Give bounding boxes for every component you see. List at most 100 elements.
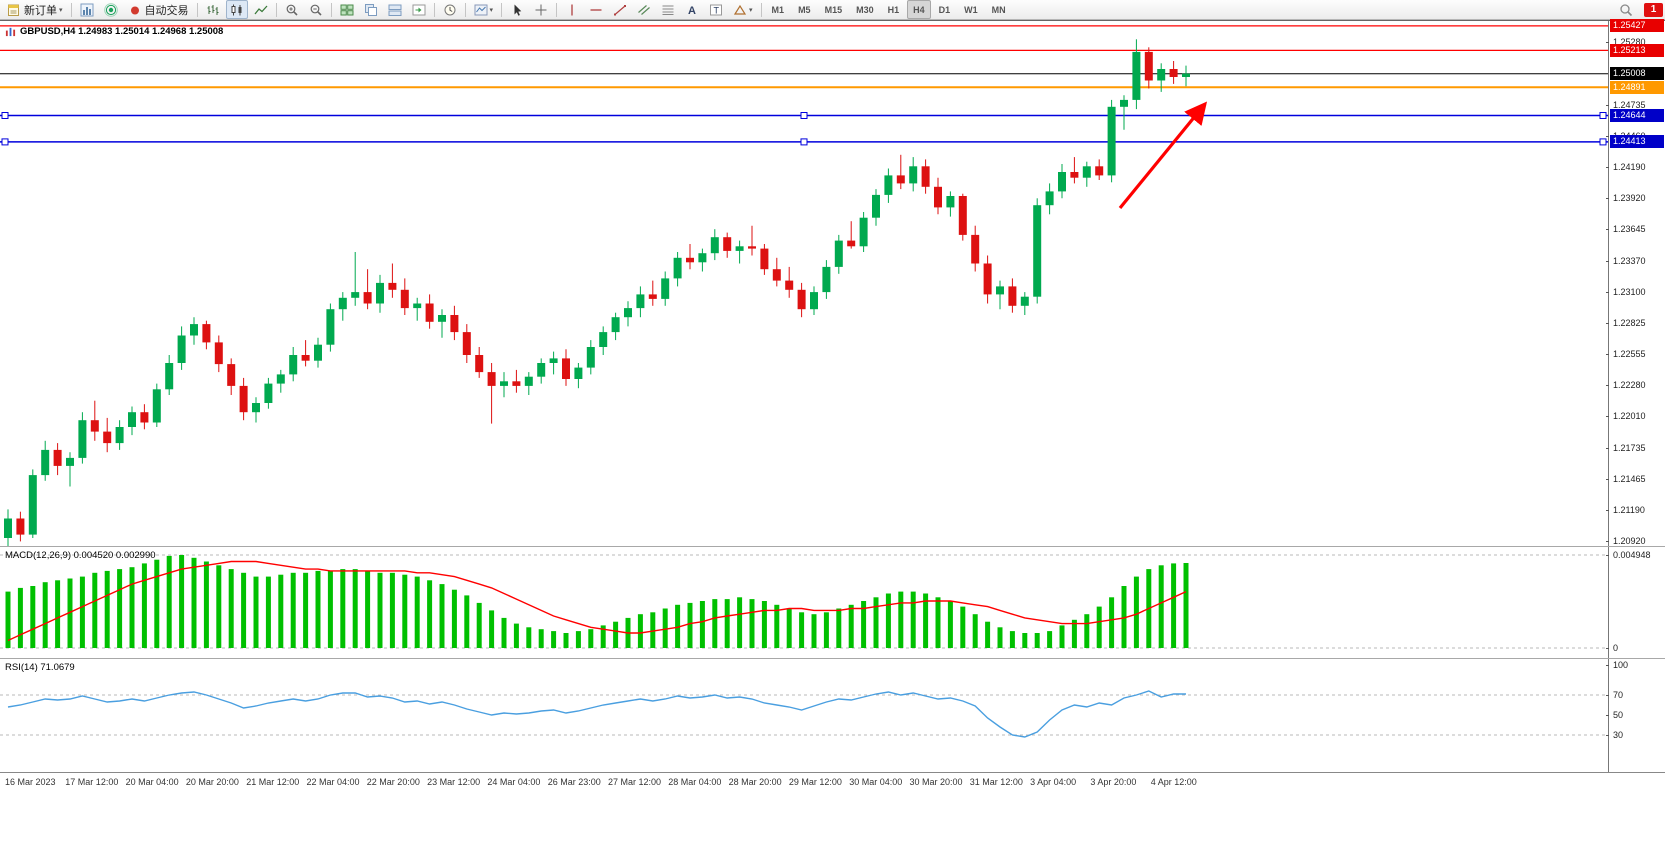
period-clock-button[interactable] (439, 0, 461, 19)
candle (896, 154, 905, 190)
tf-h1-button[interactable]: H1 (882, 0, 906, 19)
candlestick-chart-button[interactable] (225, 0, 248, 19)
price-tick-label: 1.22825 (1606, 317, 1664, 330)
horizontal-line-button[interactable] (585, 0, 607, 19)
price-tick-label: 1.22280 (1606, 379, 1664, 392)
crosshair-button[interactable] (530, 0, 552, 19)
tiles-icon (340, 3, 354, 17)
tile-windows-button[interactable] (336, 0, 358, 19)
macd-histogram-bar (985, 621, 991, 648)
toolbar-separator (275, 2, 277, 17)
macd-histogram-bar (749, 599, 755, 648)
price-tick-label: 1.23920 (1606, 192, 1664, 205)
tf-m1-button[interactable]: M1 (766, 0, 791, 19)
tf-m30-button[interactable]: M30 (850, 0, 880, 19)
cursor-icon (510, 3, 524, 17)
rsi-axis[interactable]: 100 70 50 30 (1606, 659, 1665, 772)
tf-m5-button[interactable]: M5 (792, 0, 817, 19)
signals-button[interactable] (100, 0, 122, 19)
zoom-in-button[interactable] (281, 0, 303, 19)
macd-histogram-bar (228, 569, 234, 648)
candle (772, 257, 781, 287)
template-icon (474, 3, 488, 17)
macd-histogram-bar (79, 576, 85, 648)
new-order-button[interactable]: 新订单 ▾ (3, 0, 67, 19)
trendline-button[interactable] (609, 0, 631, 19)
zoom-out-button[interactable] (305, 0, 327, 19)
cascade-windows-button[interactable] (360, 0, 382, 19)
price-tick-label: 1.22010 (1606, 410, 1664, 423)
tf-mn-button[interactable]: MN (986, 0, 1012, 19)
candle (4, 509, 12, 546)
candle (450, 305, 459, 341)
fibonacci-button[interactable] (657, 0, 679, 19)
templates-button[interactable]: ▾ (470, 0, 498, 19)
zoom-out-icon (309, 3, 323, 17)
candle (425, 294, 434, 329)
candle (698, 248, 707, 272)
macd-histogram-bar (935, 597, 941, 648)
time-axis-label: 31 Mar 12:00 (969, 777, 1023, 787)
candle (140, 404, 149, 430)
time-axis[interactable]: 16 Mar 2023 17 Mar 12:00 20 Mar 04:00 20 Ma… (0, 772, 1665, 792)
macd-histogram-bar (675, 604, 681, 648)
tf-mn-button-label: MN (991, 4, 1006, 15)
candle (524, 372, 533, 395)
candle (586, 340, 595, 375)
candle (934, 177, 942, 215)
macd-histogram-bar (241, 572, 247, 648)
candle (252, 397, 260, 423)
macd-chart[interactable] (0, 547, 1608, 658)
candle (1157, 63, 1166, 92)
price-chart[interactable] (0, 21, 1608, 546)
tf-d1-button[interactable]: D1 (933, 0, 957, 19)
bar-chart-button[interactable] (202, 0, 224, 19)
price-tick-label: 1.24190 (1606, 161, 1664, 174)
tf-m15-button[interactable]: M15 (819, 0, 849, 19)
macd-histogram-bar (1059, 625, 1065, 648)
cursor-button[interactable] (506, 0, 528, 19)
macd-histogram-bar (191, 557, 197, 648)
data-window-button[interactable] (76, 0, 98, 19)
toolbar-separator (70, 2, 72, 17)
candle (264, 377, 273, 409)
arrows-button[interactable]: ▾ (729, 0, 757, 19)
notification-badge[interactable]: 1 (1644, 3, 1663, 17)
trend-arrow (1118, 101, 1208, 210)
candle (301, 340, 310, 367)
tf-w1-button[interactable]: W1 (958, 0, 984, 19)
macd-histogram-bar (1158, 565, 1164, 648)
macd-histogram-bar (1109, 597, 1115, 648)
arrange-windows-button[interactable] (384, 0, 406, 19)
chart-shift-button[interactable] (408, 0, 430, 19)
line-chart-button[interactable] (250, 0, 272, 19)
time-axis-label: 3 Apr 20:00 (1090, 777, 1137, 787)
text-button[interactable]: A (681, 0, 703, 19)
fibonacci-icon (661, 3, 675, 17)
price-axis[interactable]: 1.25427 1.25280 1.25213 1.25008 1.24891 1.247… (1606, 19, 1665, 546)
macd-histogram-bar (402, 574, 408, 648)
candle (202, 320, 211, 350)
macd-histogram-bar (972, 614, 978, 648)
rsi-chart[interactable] (0, 659, 1608, 772)
candle (152, 383, 161, 427)
macd-axis[interactable]: 0.004948 0 (1606, 547, 1665, 658)
channel-button[interactable] (633, 0, 655, 19)
candle (1082, 161, 1091, 187)
tf-h4-button[interactable]: H4 (907, 0, 931, 19)
text-label-button[interactable]: T (705, 0, 727, 19)
candle (611, 312, 620, 341)
search-button[interactable] (1615, 1, 1637, 20)
candle (723, 232, 732, 258)
time-axis-label: 22 Mar 20:00 (366, 777, 420, 787)
auto-trading-button[interactable]: 自动交易 (124, 0, 193, 19)
candle (239, 377, 248, 421)
macd-histogram-bar (327, 570, 333, 648)
macd-histogram-bar (551, 631, 557, 648)
tf-h4-button-label: H4 (913, 4, 925, 15)
macd-histogram-bar (290, 572, 296, 648)
vertical-line-button[interactable] (561, 0, 583, 19)
macd-histogram-bar (451, 589, 457, 648)
macd-histogram-bar (141, 563, 147, 648)
price-tick-label: 1.22555 (1606, 348, 1664, 361)
